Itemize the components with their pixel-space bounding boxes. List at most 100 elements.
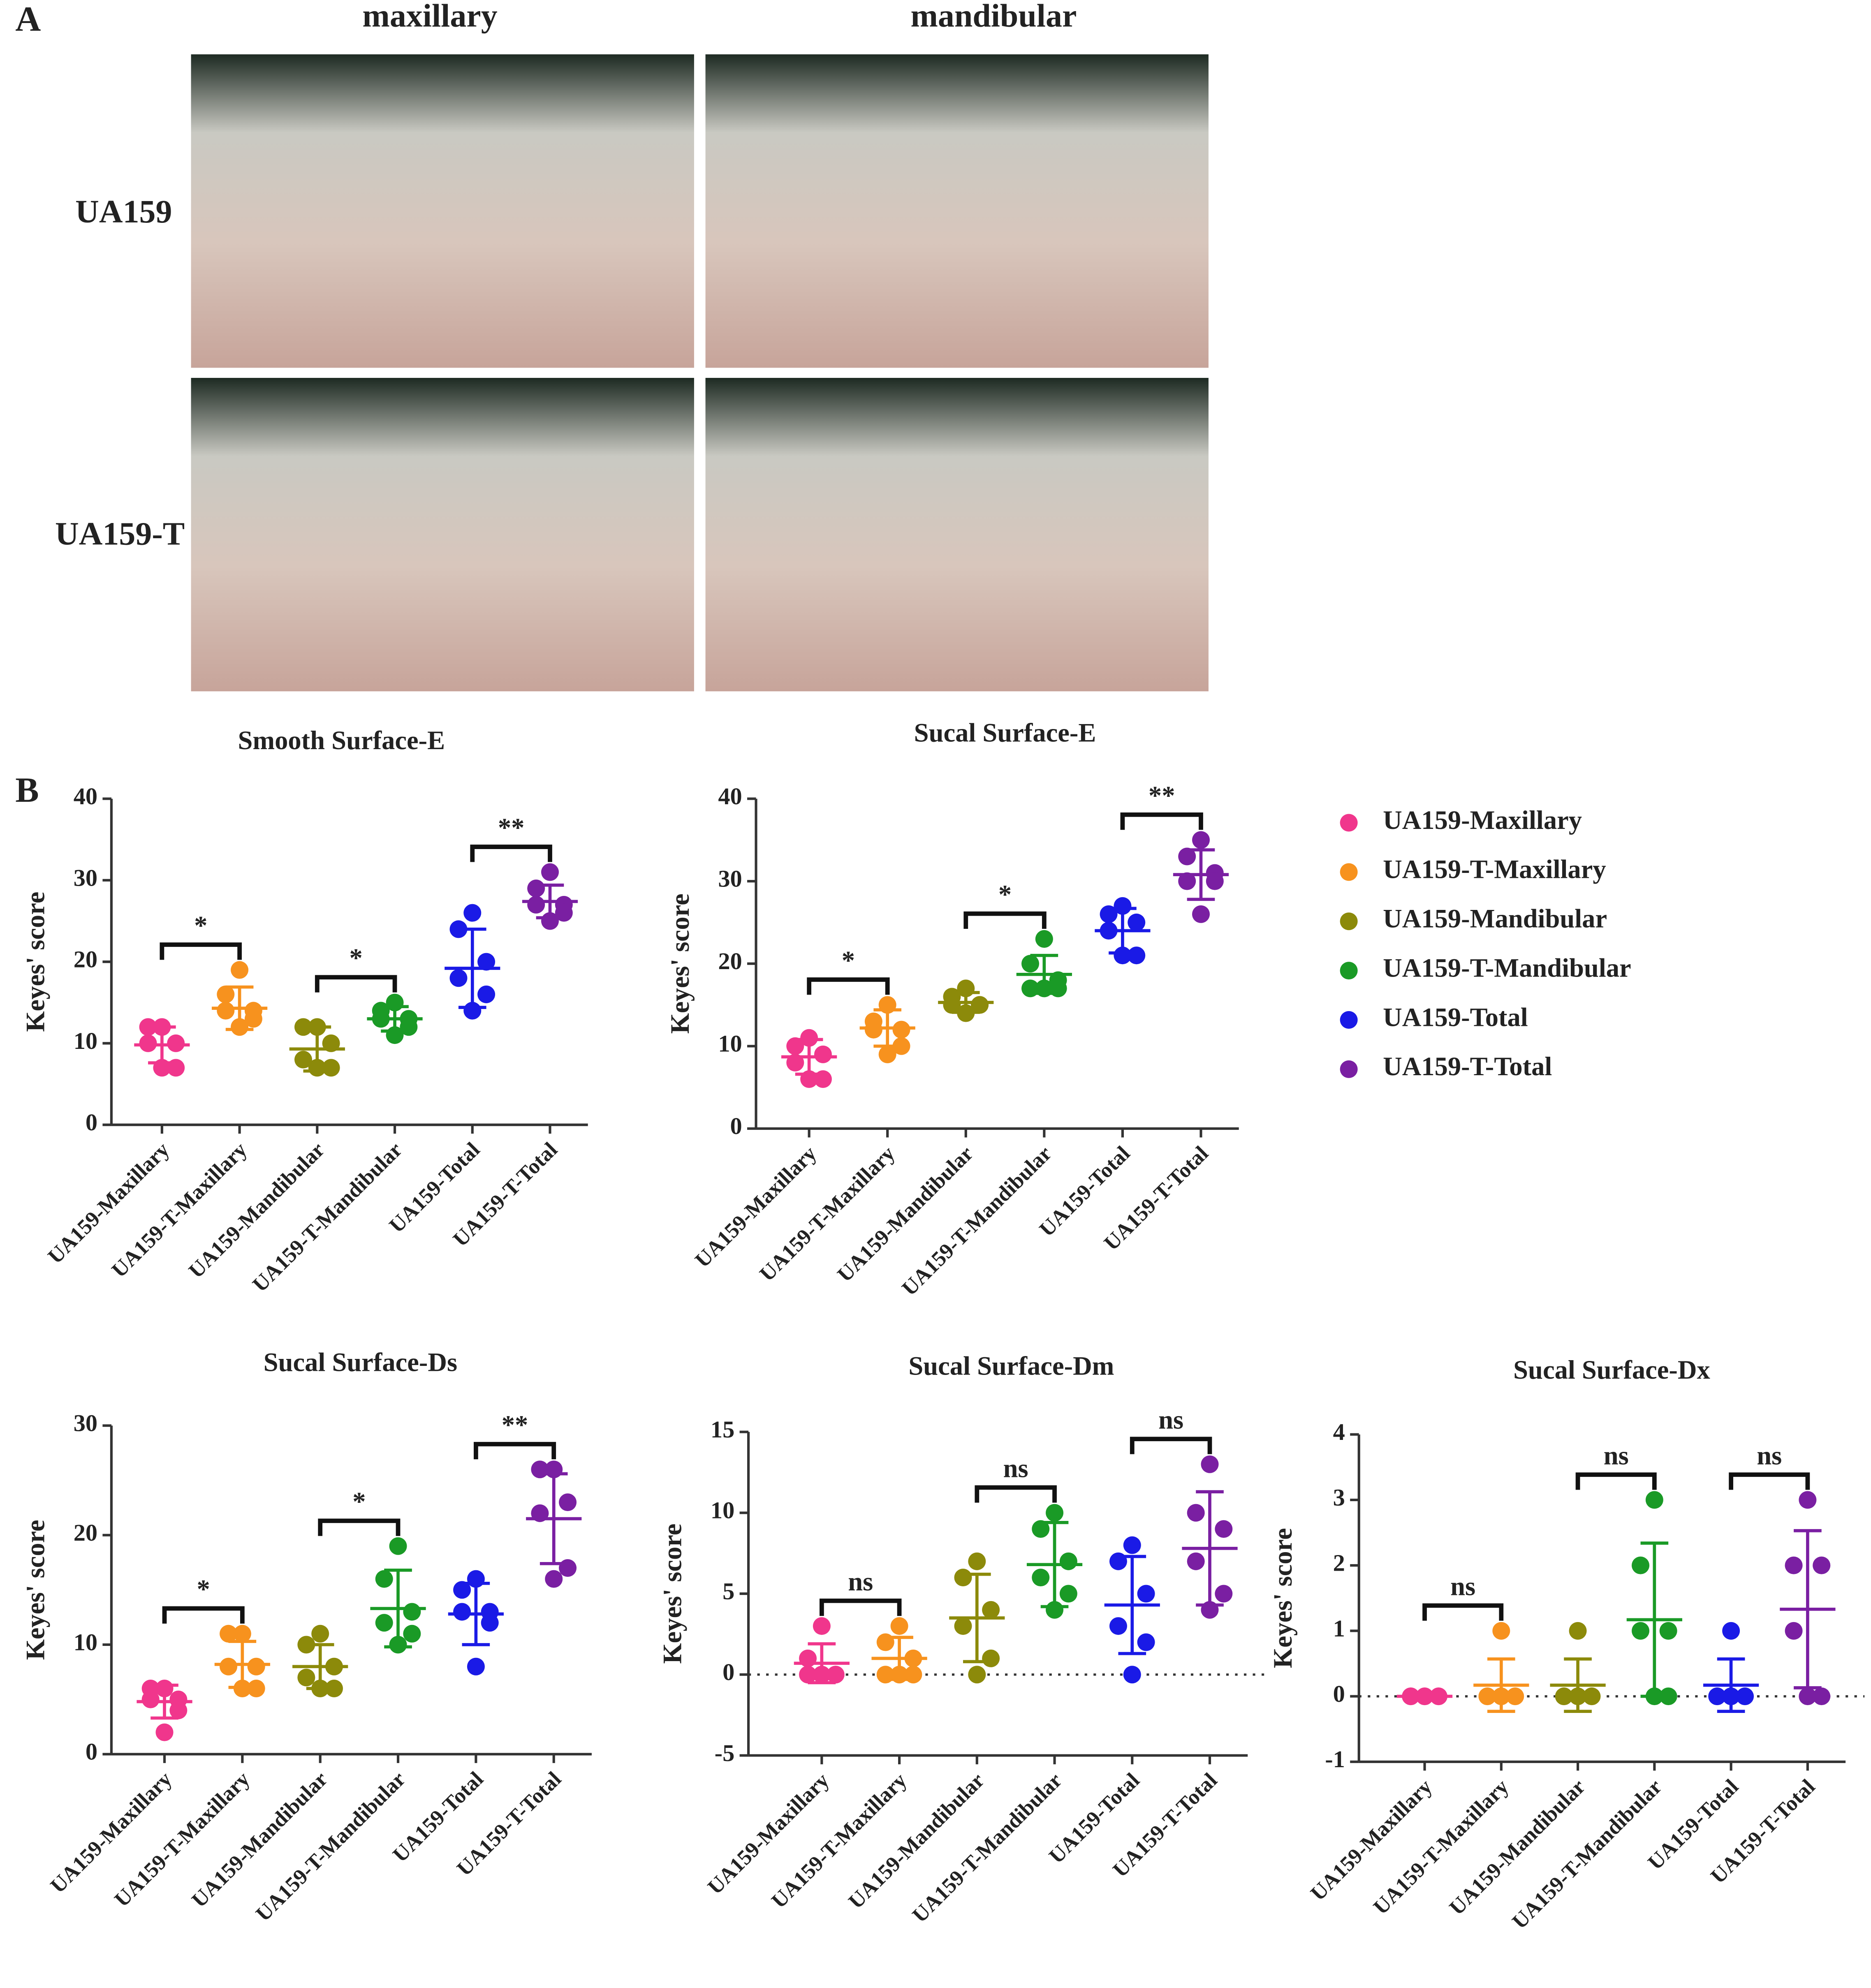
data-point (1046, 1504, 1064, 1522)
data-point (1583, 1687, 1601, 1706)
data-point (1109, 1617, 1127, 1635)
data-point (453, 1603, 471, 1621)
data-point (481, 1614, 499, 1632)
data-point (1128, 947, 1146, 965)
x-tick-label: UA159-T-Maxillary (1369, 1775, 1513, 1919)
data-point (220, 1625, 238, 1643)
data-point (813, 1617, 831, 1635)
data-point (453, 1581, 471, 1599)
data-point (1059, 1585, 1077, 1603)
y-tick-label: 10 (74, 1028, 97, 1054)
data-point (1032, 1520, 1050, 1538)
significance-label: ns (1757, 1440, 1782, 1470)
data-point (1123, 1666, 1141, 1684)
data-point (1813, 1687, 1831, 1706)
data-point (1569, 1622, 1587, 1640)
legend-swatch (1340, 814, 1358, 832)
data-point (1785, 1556, 1803, 1574)
x-tick-label: UA159-Mandibular (1445, 1775, 1590, 1920)
data-point (167, 1034, 185, 1052)
y-tick-label: -1 (1325, 1746, 1345, 1773)
y-tick-label: 10 (718, 1030, 742, 1057)
data-point (477, 953, 496, 971)
y-tick-label: 30 (74, 1410, 97, 1437)
significance-label: ns (1003, 1453, 1028, 1483)
data-point (1032, 1569, 1050, 1587)
y-axis-label: Keyes' score (20, 892, 50, 1032)
significance-label: ns (848, 1567, 873, 1596)
chart-title: Smooth Surface-E (238, 725, 445, 755)
data-point (1206, 872, 1224, 890)
significance-label: * (350, 943, 363, 973)
data-point (220, 1657, 238, 1676)
data-point (1178, 847, 1196, 866)
data-point (559, 1559, 577, 1577)
data-point (892, 1021, 910, 1039)
legend-label: UA159-T-Maxillary (1383, 854, 1606, 884)
y-tick-label: -5 (715, 1740, 735, 1766)
significance-bracket (474, 1442, 556, 1460)
legend-label: UA159-T-Total (1383, 1051, 1552, 1081)
data-point (141, 1690, 160, 1708)
x-tick-label: UA159-T-Mandibular (908, 1768, 1067, 1928)
significance-bracket (315, 975, 397, 993)
photo (191, 54, 694, 368)
significance-label: * (197, 1574, 210, 1604)
data-point (155, 1723, 174, 1741)
x-tick-label: UA159-T-Maxillary (767, 1768, 912, 1913)
legend-swatch (1340, 863, 1358, 881)
y-tick-label: 20 (74, 1519, 97, 1546)
data-point (1035, 930, 1053, 948)
data-point (1785, 1622, 1803, 1640)
data-point (982, 1601, 1000, 1619)
data-point (971, 996, 989, 1014)
x-tick-label: UA159-T-Maxillary (755, 1141, 900, 1286)
y-tick-label: 0 (86, 1738, 97, 1765)
y-tick-label: 3 (1333, 1484, 1345, 1511)
data-point (545, 1570, 563, 1588)
x-tick-label: UA159-T-Mandibular (1507, 1775, 1667, 1934)
data-point (247, 1657, 265, 1676)
data-point (1708, 1687, 1726, 1706)
y-tick-label: 30 (718, 866, 742, 892)
significance-bracket (1120, 812, 1203, 830)
data-point (1187, 1552, 1205, 1570)
significance-bracket (470, 845, 552, 862)
significance-bracket (318, 1518, 401, 1536)
significance-label: ns (1450, 1571, 1475, 1601)
x-tick-label: UA159-Mandibular (184, 1138, 329, 1283)
data-point (1722, 1622, 1740, 1640)
data-point (890, 1617, 908, 1635)
data-point (1201, 1455, 1219, 1473)
legend-swatch (1340, 1060, 1358, 1078)
x-tick-label: UA159-T-Maxillary (110, 1767, 255, 1912)
data-point (449, 969, 468, 987)
y-tick-label: 5 (722, 1578, 734, 1604)
row-label: UA159 (75, 194, 172, 230)
x-tick-label: UA159-Mandibular (844, 1768, 989, 1914)
data-point (403, 1603, 421, 1621)
y-axis-label: Keyes' score (1268, 1528, 1297, 1668)
data-point (1137, 1585, 1155, 1603)
data-point (814, 1045, 832, 1063)
chart-title: Sucal Surface-Dm (908, 1351, 1114, 1381)
data-point (169, 1701, 188, 1720)
significance-label: ** (498, 812, 525, 842)
chart-title: Sucal Surface-Ds (264, 1347, 457, 1377)
x-tick-label: UA159-T-Mandibular (251, 1767, 410, 1926)
data-point (1192, 905, 1210, 923)
data-point (1555, 1687, 1573, 1706)
data-point (786, 1037, 804, 1055)
data-point (878, 1045, 896, 1063)
legend-label: UA159-Maxillary (1383, 805, 1582, 835)
data-point (294, 1051, 313, 1069)
y-tick-label: 10 (711, 1497, 734, 1524)
data-point (403, 1625, 421, 1643)
legend-label: UA159-Mandibular (1383, 904, 1607, 933)
significance-label: ns (1604, 1440, 1629, 1470)
data-point (800, 1029, 818, 1047)
significance-label: ns (1158, 1405, 1183, 1435)
y-axis-label: Keyes' score (20, 1520, 50, 1660)
data-point (1021, 955, 1040, 973)
significance-bracket (963, 911, 1047, 929)
